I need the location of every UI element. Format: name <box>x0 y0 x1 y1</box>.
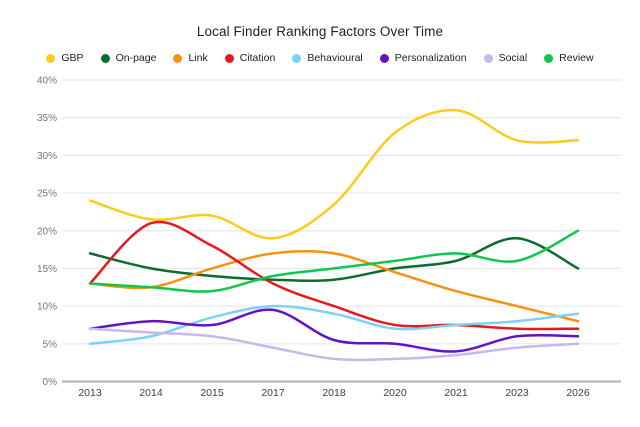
legend-dot-icon <box>379 53 389 63</box>
y-axis-label: 10% <box>37 302 57 313</box>
series-line-gbp <box>88 108 580 240</box>
x-axis-label: 2015 <box>200 387 224 399</box>
series-line-link <box>88 250 580 323</box>
legend-dot-icon <box>100 53 110 63</box>
legend-dot-icon <box>292 53 302 63</box>
legend-dot-icon <box>544 53 554 63</box>
x-axis-label: 2017 <box>261 387 285 399</box>
legend-dot-icon <box>173 53 183 63</box>
legend-label: Social <box>498 52 528 64</box>
y-axis-label: 25% <box>37 189 57 200</box>
y-axis-label: 0% <box>43 377 58 388</box>
legend-item-gbp: GBP <box>46 52 84 64</box>
series-line-personalization <box>88 308 580 353</box>
legend-label: GBP <box>61 52 84 64</box>
legend-item-personalization: Personalization <box>379 52 467 64</box>
x-axis-label: 2026 <box>566 387 590 399</box>
x-axis-label: 2021 <box>444 387 468 399</box>
y-axis-label: 35% <box>37 113 57 124</box>
y-axis-label: 15% <box>37 264 57 275</box>
y-axis-label: 5% <box>43 339 58 350</box>
legend-item-behavioural: Behavioural <box>292 52 363 64</box>
legend-item-on-page: On-page <box>100 52 157 64</box>
series-line-social <box>88 327 580 362</box>
legend-label: Link <box>188 52 208 64</box>
series-line-on-page <box>88 237 580 282</box>
chart-legend: GBP On-page Link Citation Behavioural Persona… <box>0 52 640 64</box>
legend-dot-icon <box>224 53 234 63</box>
legend-dot-icon <box>483 53 493 63</box>
y-axis-label: 30% <box>37 151 57 162</box>
series-line-behavioural <box>88 304 580 346</box>
series-line-citation <box>88 220 580 331</box>
legend-label: Personalization <box>394 52 467 64</box>
x-axis-label: 2018 <box>322 387 346 399</box>
x-axis-label: 2014 <box>139 387 163 399</box>
chart-title: Local Finder Ranking Factors Over Time <box>196 24 444 39</box>
x-axis-label: 2020 <box>383 387 407 399</box>
legend-label: Behavioural <box>307 52 363 64</box>
x-axis-label: 2023 <box>505 387 529 399</box>
legend-item-link: Link <box>173 52 208 64</box>
series-line-review <box>88 229 580 293</box>
legend-dot-icon <box>46 53 56 63</box>
legend-label: On-page <box>115 52 157 64</box>
y-axis-label: 40% <box>37 76 57 87</box>
x-axis-label: 2013 <box>78 387 102 399</box>
y-axis-label: 20% <box>37 226 57 237</box>
legend-label: Citation <box>239 52 276 64</box>
legend-item-review: Review <box>544 52 594 64</box>
legend-item-citation: Citation <box>224 52 276 64</box>
legend-item-social: Social <box>483 52 528 64</box>
legend-label: Review <box>559 52 594 64</box>
